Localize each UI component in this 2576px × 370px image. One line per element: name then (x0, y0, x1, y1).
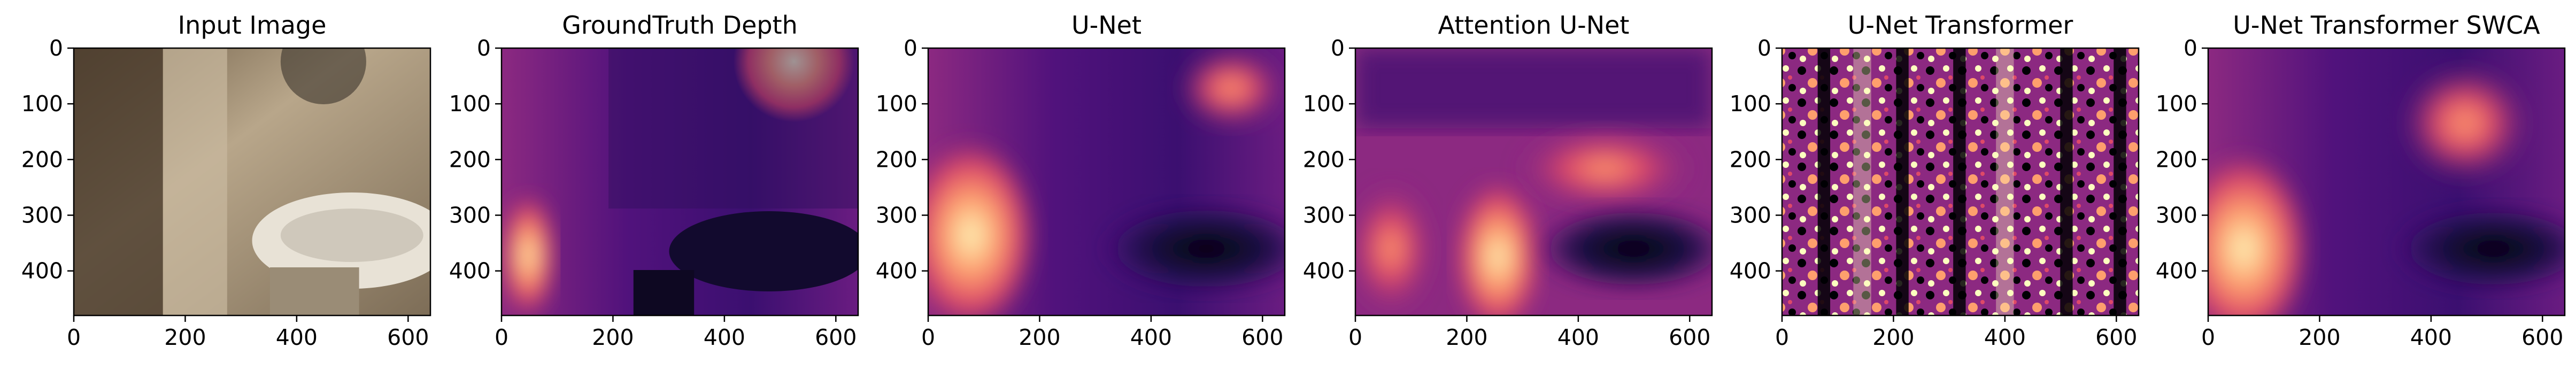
y-tick-label: 100 (21, 91, 63, 117)
y-tick-label: 0 (904, 35, 917, 61)
y-tick-label: 200 (449, 147, 491, 172)
panel-image (502, 48, 858, 315)
x-tick-label: 0 (1348, 325, 1362, 350)
panel-title: U-Net (1071, 11, 1142, 40)
axes-frame (2207, 47, 2566, 317)
y-tick-label: 0 (49, 35, 63, 61)
x-tick-label: 400 (1557, 325, 1599, 350)
y-tick-label: 200 (1303, 147, 1345, 172)
y-tick-label: 200 (21, 147, 63, 172)
x-tick-label: 0 (921, 325, 935, 350)
y-tick-label: 100 (876, 91, 917, 117)
panel-image (74, 48, 430, 315)
x-tick-label: 200 (1446, 325, 1487, 350)
axes-frame (927, 47, 1286, 317)
y-tick-label: 100 (449, 91, 491, 117)
panel-title: GroundTruth Depth (562, 11, 798, 40)
panel-title: Input Image (178, 11, 327, 40)
y-tick-label: 300 (2156, 203, 2197, 228)
panel-title: Attention U-Net (1438, 11, 1630, 40)
x-tick-label: 200 (2299, 325, 2340, 350)
y-tick-label: 0 (2184, 35, 2197, 61)
x-tick-label: 600 (2521, 325, 2563, 350)
panel-title: U-Net Transformer (1848, 11, 2073, 40)
y-tick-label: 400 (449, 258, 491, 284)
y-tick-label: 200 (1730, 147, 1771, 172)
x-tick-label: 600 (387, 325, 429, 350)
panel-image (1355, 48, 1712, 315)
y-tick-label: 400 (876, 258, 917, 284)
x-tick-label: 200 (1872, 325, 1914, 350)
y-tick-label: 0 (477, 35, 491, 61)
axes-frame (73, 47, 431, 317)
panel-image (1782, 48, 2139, 315)
x-tick-label: 0 (67, 325, 81, 350)
y-tick-label: 0 (1331, 35, 1345, 61)
x-tick-label: 400 (2410, 325, 2452, 350)
y-tick-label: 0 (1757, 35, 1771, 61)
axes-frame (1781, 47, 2140, 317)
axes-frame (1354, 47, 1713, 317)
x-tick-label: 400 (704, 325, 745, 350)
x-tick-label: 0 (2201, 325, 2215, 350)
x-tick-label: 200 (592, 325, 634, 350)
x-tick-label: 600 (815, 325, 857, 350)
y-tick-label: 400 (1303, 258, 1345, 284)
x-tick-label: 600 (1241, 325, 1283, 350)
x-tick-label: 200 (164, 325, 206, 350)
x-tick-label: 400 (276, 325, 318, 350)
y-tick-label: 300 (876, 203, 917, 228)
panel-title: U-Net Transformer SWCA (2233, 11, 2540, 40)
y-tick-label: 400 (1730, 258, 1771, 284)
panel-5: U-Net Transformer 0 100 200 300 400 0 200 400 600 (1730, 11, 2140, 350)
y-tick-label: 200 (2156, 147, 2197, 172)
panel-2: GroundTruth Depth 0 100 200 300 400 0 200 400 600 (449, 11, 859, 350)
y-tick-label: 400 (21, 258, 63, 284)
x-tick-label: 0 (495, 325, 508, 350)
y-tick-label: 300 (21, 203, 63, 228)
x-tick-label: 600 (2095, 325, 2137, 350)
y-tick-label: 300 (1730, 203, 1771, 228)
y-tick-label: 200 (876, 147, 917, 172)
x-tick-label: 400 (1130, 325, 1172, 350)
y-tick-label: 100 (1730, 91, 1771, 117)
x-tick-label: 600 (1669, 325, 1710, 350)
y-tick-label: 100 (2156, 91, 2197, 117)
axes-frame (500, 47, 859, 317)
y-tick-label: 300 (449, 203, 491, 228)
x-tick-label: 200 (1019, 325, 1060, 350)
panel-image (2208, 48, 2565, 315)
x-tick-label: 0 (1775, 325, 1789, 350)
y-tick-label: 400 (2156, 258, 2197, 284)
panel-image (928, 48, 1285, 315)
y-tick-label: 300 (1303, 203, 1345, 228)
panel-4: Attention U-Net 0 100 200 300 400 0 200 400 600 (1303, 11, 1713, 350)
panel-3: U-Net 0 100 200 300 400 0 200 400 600 (876, 11, 1286, 350)
y-tick-label: 100 (1303, 91, 1345, 117)
panel-6: U-Net Transformer SWCA 0 100 200 300 400 0 200 4… (2156, 11, 2566, 350)
panel-1: Input Image 0 100 200 300 400 0 200 400 600 (21, 11, 431, 350)
x-tick-label: 400 (1984, 325, 2026, 350)
